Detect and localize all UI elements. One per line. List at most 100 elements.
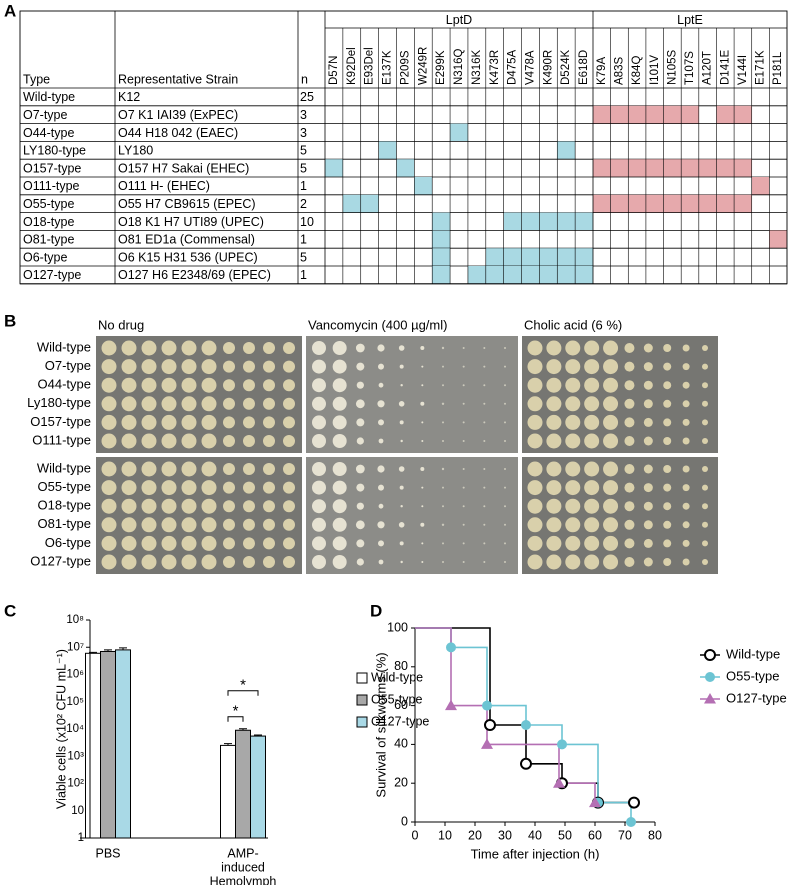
type-cell: O44-type [23, 126, 74, 140]
colony-spot [181, 396, 197, 412]
strain-label: Ly180-type [27, 395, 91, 410]
mutation-header: D141E [719, 50, 731, 85]
mutation-cell [769, 230, 787, 249]
colony-spot [603, 396, 619, 412]
colony-spot [161, 480, 177, 496]
mutation-cell [610, 194, 629, 213]
mutation-cell [663, 159, 682, 177]
colony-spot [377, 521, 385, 529]
bar [235, 729, 251, 839]
colony-spot [682, 418, 690, 426]
colony-spot [283, 481, 295, 494]
colony-spot [663, 520, 672, 529]
mutation-header: V144I [737, 55, 749, 85]
type-cell: O18-type [23, 215, 74, 229]
legend-marker [704, 649, 716, 661]
condition-label: No drug [98, 317, 144, 332]
colony-spot [141, 433, 157, 449]
bar [220, 744, 236, 839]
n-cell: 5 [300, 161, 307, 175]
colony-spot [400, 560, 403, 564]
colony-spot [263, 537, 275, 550]
mutation-header: N316Q [453, 49, 465, 85]
mutation-cell [628, 105, 646, 124]
colony-spot [663, 437, 672, 445]
colony-spot [223, 537, 235, 550]
colony-spot [399, 485, 404, 490]
strain-cell: O81 ED1a (Commensal) [118, 233, 255, 247]
y-axis-label: Survival of silkworms (%) [373, 652, 388, 797]
marker [482, 700, 492, 711]
colony-spot [702, 484, 708, 491]
n-cell: 1 [300, 179, 307, 193]
colony-spot [121, 340, 137, 356]
colony-spot [400, 439, 403, 443]
colony-spot [565, 517, 581, 533]
colony-spot [504, 468, 506, 470]
colony-spot [702, 503, 708, 510]
mutation-header: K79A [596, 57, 608, 85]
y-tick-label: 80 [394, 659, 408, 673]
group-header: LptE [677, 13, 703, 27]
mutation-header: D524K [560, 50, 572, 85]
colony-spot [624, 501, 635, 512]
mutation-cell [734, 194, 752, 213]
colony-spot [121, 480, 137, 496]
colony-spot [378, 419, 384, 426]
n-cell: 10 [300, 215, 314, 229]
colony-spot [201, 498, 217, 514]
colony-spot [702, 419, 708, 426]
mutation-cell [396, 159, 415, 177]
mutation-cell [734, 105, 752, 124]
colony-spot [161, 433, 177, 449]
mutation-cell [557, 248, 576, 266]
colony-spot [243, 379, 255, 392]
x-tick-label: 70 [618, 828, 632, 842]
colony-spot [141, 480, 157, 496]
colony-spot [527, 480, 543, 496]
colony-spot [483, 505, 486, 508]
colony-spot [527, 340, 543, 356]
mutation-cell [593, 194, 611, 213]
colony-spot [584, 554, 600, 570]
colony-spot [141, 554, 157, 570]
colony-spot [504, 347, 506, 349]
colony-spot [504, 421, 506, 424]
x-tick-label: 50 [558, 828, 572, 842]
y-tick-label: 100 [387, 620, 408, 634]
colony-spot [243, 416, 255, 429]
mutation-cell [610, 159, 629, 177]
colony-spot [643, 501, 653, 511]
colony-spot [263, 463, 275, 475]
mutation-cell [325, 159, 343, 177]
colony-spot [462, 421, 465, 424]
colony-spot [682, 381, 690, 389]
plate [96, 336, 302, 453]
table-border [19, 10, 788, 285]
y-tick-label: 10² [67, 778, 84, 790]
plate [306, 336, 518, 453]
colony-spot [332, 378, 347, 393]
colony-spot [462, 347, 465, 349]
mutation-header: K84Q [631, 56, 643, 85]
colony-spot [483, 365, 486, 368]
colony-spot [565, 414, 581, 430]
mutation-cell [610, 105, 629, 124]
colony-spot [101, 480, 117, 496]
colony-spot [243, 481, 255, 494]
colony-spot [141, 517, 157, 533]
colony-spot [243, 500, 255, 513]
colony-spot [603, 517, 619, 533]
colony-spot [643, 464, 653, 474]
colony-spot [201, 535, 217, 551]
colony-spot [663, 483, 672, 492]
colony-spot [263, 379, 275, 392]
colony-spot [603, 340, 619, 356]
colony-spot [462, 440, 465, 442]
colony-spot [682, 363, 690, 371]
colony-spot [356, 437, 364, 445]
colony-spot [546, 535, 562, 551]
colony-spot [624, 436, 635, 446]
colony-spot [624, 417, 635, 428]
colony-spot [283, 342, 295, 354]
